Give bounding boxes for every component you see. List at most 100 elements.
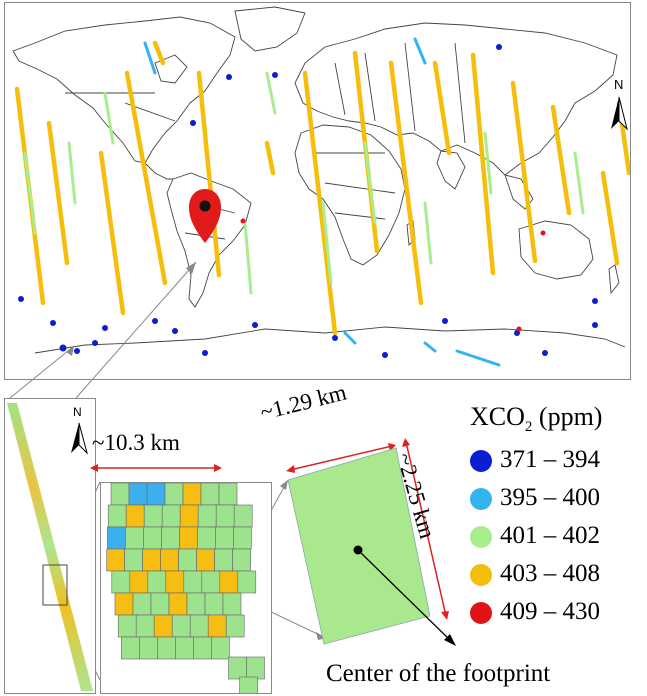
grid-cell xyxy=(239,676,258,693)
world-map xyxy=(12,6,630,367)
grid-cell xyxy=(160,548,179,572)
grid-cell xyxy=(121,636,140,660)
grid-cell xyxy=(125,526,144,550)
footprint-detail xyxy=(286,438,456,646)
new-zealand xyxy=(608,264,620,295)
north-america-outline xyxy=(12,16,236,164)
grid-cell xyxy=(161,504,181,528)
satellite-tracks xyxy=(14,37,630,367)
greenland-outline xyxy=(234,6,306,52)
grid-cell xyxy=(139,636,158,660)
grid-cell xyxy=(233,504,253,528)
legend-item: 395 – 400 xyxy=(470,484,645,514)
legend-item: 401 – 402 xyxy=(470,522,645,552)
grid-cell xyxy=(164,483,184,506)
legend-label: 409 – 430 xyxy=(500,598,600,625)
grid-cell xyxy=(110,483,130,506)
legend-title-sub: 2 xyxy=(524,419,533,436)
grid-cell xyxy=(183,570,203,594)
hudson-bay xyxy=(154,54,188,84)
grid-cell xyxy=(125,504,145,528)
grid-cell xyxy=(201,570,221,594)
grid-cell xyxy=(146,483,166,506)
footprint-grid xyxy=(106,483,265,693)
grid-width-arrow xyxy=(90,464,222,472)
legend-item: 409 – 430 xyxy=(470,598,645,628)
grid-cell xyxy=(153,614,173,638)
grid-cell xyxy=(142,548,161,572)
grid-cell xyxy=(228,656,247,680)
legend-swatch xyxy=(470,526,492,548)
grid-cell xyxy=(111,570,131,594)
grid-inset-frame xyxy=(100,482,272,694)
grid-cell xyxy=(233,526,252,550)
satellite-track-red xyxy=(240,218,546,332)
antarctica-outline xyxy=(34,326,626,354)
grid-cell xyxy=(237,570,257,594)
grid-cell xyxy=(107,526,126,550)
grid-cell xyxy=(161,526,180,550)
grid-cell xyxy=(214,548,233,572)
africa-outline xyxy=(294,124,406,266)
location-marker-icon xyxy=(189,189,221,243)
grid-cell xyxy=(204,592,224,616)
central-america xyxy=(144,162,173,180)
grid-cell xyxy=(150,592,170,616)
legend-swatch xyxy=(470,450,492,472)
grid-cell xyxy=(178,548,197,572)
legend-label: 403 – 408 xyxy=(500,560,600,587)
grid-cell xyxy=(197,504,217,528)
grid-cell xyxy=(143,526,162,550)
grid-cell xyxy=(132,592,152,616)
grid-cell xyxy=(168,592,188,616)
legend-item: 371 – 394 xyxy=(470,446,645,476)
grid-cell xyxy=(193,636,212,660)
north-arrow-icon xyxy=(611,96,628,131)
south-america-outline xyxy=(166,172,252,308)
legend-label: 395 – 400 xyxy=(500,484,600,511)
legend-title-unit: (ppm) xyxy=(532,402,603,431)
australia-outline xyxy=(518,220,594,280)
grid-cell xyxy=(215,526,234,550)
grid-cell xyxy=(165,570,185,594)
grid-cell xyxy=(135,614,155,638)
grid-cell xyxy=(114,592,134,616)
grid-cell xyxy=(143,504,163,528)
satellite-track-dots xyxy=(18,44,598,358)
grid-cell xyxy=(179,526,198,550)
india-outline xyxy=(436,150,466,190)
grid-cell xyxy=(182,483,202,506)
grid-cell xyxy=(219,570,239,594)
grid-cell xyxy=(171,614,191,638)
grid-cell xyxy=(222,592,242,616)
grid-width-label: ~10.3 km xyxy=(92,430,180,455)
grid-cell xyxy=(147,570,167,594)
eurasia-outline xyxy=(294,22,618,176)
grid-cell xyxy=(117,614,137,638)
grid-cell xyxy=(232,548,251,572)
continent-outlines xyxy=(12,6,626,354)
grid-cell xyxy=(215,504,235,528)
strip-north-label: N xyxy=(73,405,82,419)
grid-cell xyxy=(189,614,209,638)
grid-cell xyxy=(129,570,149,594)
footprint-center-label: Center of the footprint xyxy=(326,660,551,687)
legend-item: 403 – 408 xyxy=(470,560,645,590)
legend-title: XCO2 (ppm) xyxy=(470,402,602,436)
grid-cell xyxy=(200,483,220,506)
grid-cell xyxy=(124,548,143,572)
grid-cell xyxy=(246,656,265,680)
strip-inset-frame: N xyxy=(4,398,96,694)
strip-north-arrow-icon xyxy=(71,422,88,455)
legend-label: 371 – 394 xyxy=(500,446,600,473)
legend-swatch xyxy=(470,488,492,510)
legend-swatch xyxy=(470,602,492,624)
grid-cell xyxy=(186,592,206,616)
grid-cell xyxy=(218,483,238,506)
grid-cell xyxy=(196,548,215,572)
grid-cell xyxy=(157,636,176,660)
legend-swatch xyxy=(470,564,492,586)
grid-cell xyxy=(128,483,148,506)
map-north-label: N xyxy=(614,77,624,92)
world-map-frame: N xyxy=(4,2,631,380)
